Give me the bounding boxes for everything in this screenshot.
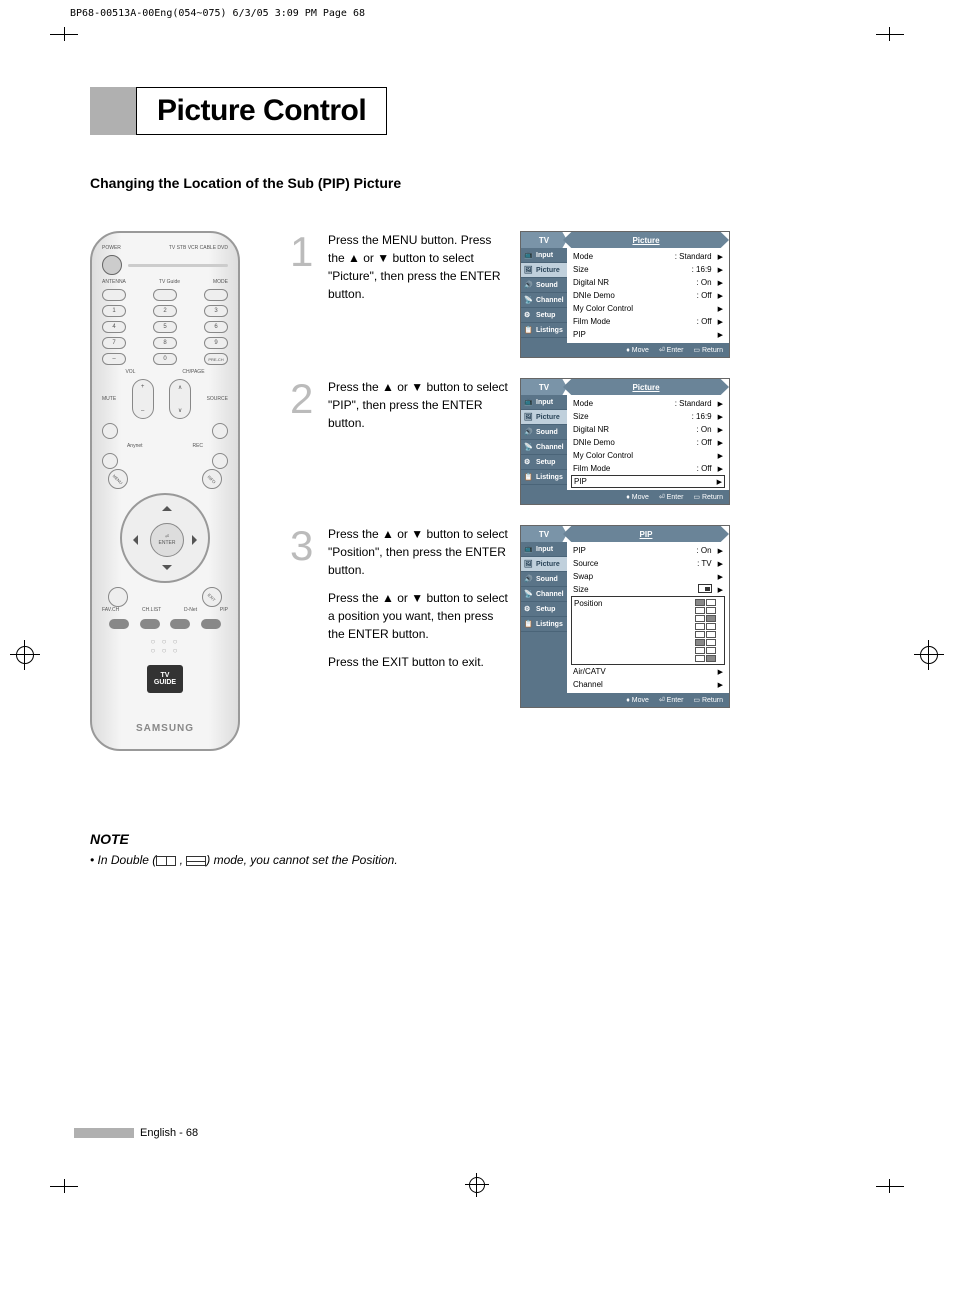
osd-side-item: 🖼Picture [521,557,567,572]
osd-tv-badge: TV [521,526,567,542]
page-footer: English - 68 [140,1127,198,1139]
osd-side-item: 📋Listings [521,323,567,338]
position-icon [695,599,716,614]
osd-footer: ♦ Move⏎ Enter▭ Return [521,490,729,504]
osd-tv-badge: TV [521,379,567,395]
remote-illustration: POWERTV STB VCR CABLE DVD ANTENNATV Guid… [90,231,240,751]
step-text: Press the ▲ or ▼ button to select "PIP",… [328,378,508,505]
title-block: Picture Control [90,87,864,135]
osd-side-item: ⚙Setup [521,602,567,617]
osd-title: Picture [563,232,729,248]
osd-tv-badge: TV [521,232,567,248]
osd-row: Mode: Standard▶ [571,250,725,263]
osd-row: Size: 16:9▶ [571,263,725,276]
page-subtitle: Changing the Location of the Sub (PIP) P… [90,175,864,191]
size-icon [698,584,712,593]
osd-side-item: 📡Channel [521,587,567,602]
power-button-icon [102,255,122,275]
osd-side-item: 🖼Picture [521,263,567,278]
osd-side-item: 📺Input [521,542,567,557]
osd-row: Film Mode: Off▶ [571,315,725,328]
tvguide-logo-icon: TVGUIDE [147,665,183,693]
osd-row: Mode: Standard▶ [571,397,725,410]
osd-title: Picture [563,379,729,395]
osd-side-item: 📋Listings [521,617,567,632]
print-header: BP68-00513A-00Eng(054~075) 6/3/05 3:09 P… [0,0,954,27]
osd-row: My Color Control▶ [571,302,725,315]
step-1: 1Press the MENU button. Press the ▲ or ▼… [290,231,864,358]
position-icon [695,631,716,646]
osd-title: PIP [563,526,729,542]
osd-side-item: ⚙Setup [521,308,567,323]
osd-side-item: 🔊Sound [521,425,567,440]
osd-side-item: ⚙Setup [521,455,567,470]
osd-side-item: 🔊Sound [521,572,567,587]
step-text: Press the ▲ or ▼ button to select "Posit… [328,525,508,708]
osd-row: Digital NR: On▶ [571,423,725,436]
position-icon [695,615,716,630]
osd-side-item: 📺Input [521,248,567,263]
osd-row: DNIe Demo: Off▶ [571,436,725,449]
step-number: 1 [290,231,316,358]
osd-side-item: 📋Listings [521,470,567,485]
crop-marks-top [0,27,954,47]
osd-row: Channel▶ [571,678,725,691]
brand-label: SAMSUNG [102,723,228,734]
step-text: Press the MENU button. Press the ▲ or ▼ … [328,231,508,358]
osd-row: Digital NR: On▶ [571,276,725,289]
osd-row: Source: TV▶ [571,557,725,570]
osd-row: Position [571,596,725,665]
osd-side-item: 📡Channel [521,293,567,308]
step-3: 3Press the ▲ or ▼ button to select "Posi… [290,525,864,708]
osd-row: Size▶ [571,583,725,596]
step-number: 3 [290,525,316,708]
osd-row: PIP: On▶ [571,544,725,557]
crop-marks-bottom [0,1179,954,1199]
osd-row: Size: 16:9▶ [571,410,725,423]
osd-footer: ♦ Move⏎ Enter▭ Return [521,343,729,357]
osd-side-item: 🔊Sound [521,278,567,293]
osd-menu: TVPicture📺Input🖼Picture🔊Sound📡Channel⚙Se… [520,231,730,358]
osd-menu: TVPicture📺Input🖼Picture🔊Sound📡Channel⚙Se… [520,378,730,505]
osd-row: My Color Control▶ [571,449,725,462]
double-stack-icon [186,856,206,866]
osd-row: Film Mode: Off▶ [571,462,725,475]
osd-row: Air/CATV▶ [571,665,725,678]
osd-side-item: 📺Input [521,395,567,410]
position-icon [695,647,716,662]
note-text: • In Double ( , ) mode, you cannot set t… [90,853,864,867]
osd-row: DNIe Demo: Off▶ [571,289,725,302]
footer-bar [74,1128,134,1138]
registration-mark-bottom [465,1173,489,1197]
osd-row: Swap▶ [571,570,725,583]
step-number: 2 [290,378,316,505]
osd-row: PIP▶ [571,328,725,341]
nav-pad-icon: ⏎ENTER [120,493,210,583]
osd-footer: ♦ Move⏎ Enter▭ Return [521,693,729,707]
double-side-icon [156,856,176,866]
osd-row: PIP▶ [571,475,725,488]
osd-menu: TVPIP📺Input🖼Picture🔊Sound📡Channel⚙Setup📋… [520,525,730,708]
note-heading: NOTE [90,831,864,847]
osd-side-item: 🖼Picture [521,410,567,425]
page-title: Picture Control [136,87,387,135]
step-2: 2Press the ▲ or ▼ button to select "PIP"… [290,378,864,505]
osd-side-item: 📡Channel [521,440,567,455]
